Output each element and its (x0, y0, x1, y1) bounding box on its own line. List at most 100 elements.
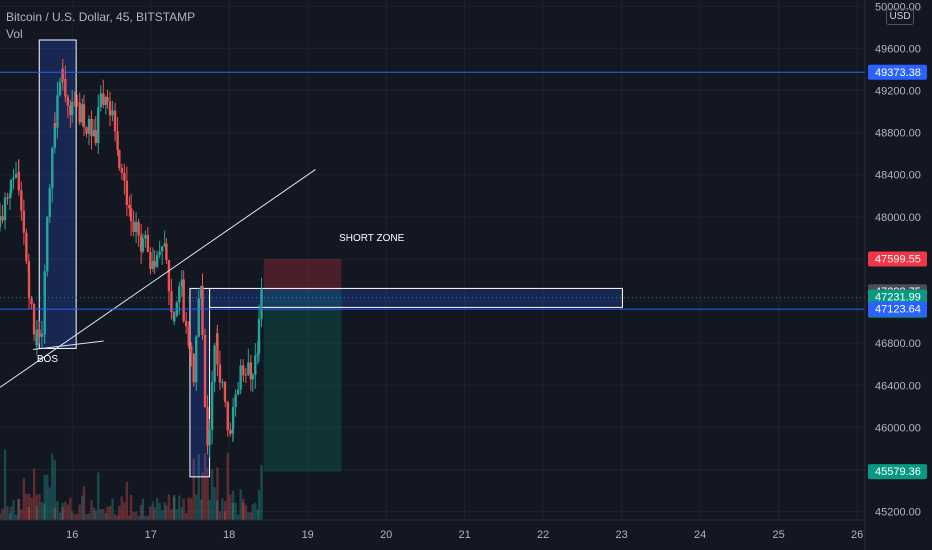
volume-bar (81, 495, 84, 520)
candle-body (8, 193, 12, 198)
candle-body (20, 190, 23, 211)
volume-bar (256, 509, 259, 520)
time-tick-label: 25 (773, 529, 785, 541)
horizontal-lines (0, 71, 865, 310)
time-tick-label: 19 (302, 529, 314, 541)
volume-bar (144, 515, 147, 520)
candle-body (9, 179, 13, 194)
drawing-zones (38, 39, 623, 478)
candle-body (0, 216, 2, 228)
candle-body (197, 298, 200, 337)
candle-body (25, 232, 28, 262)
candle-body (208, 429, 211, 446)
candle-body (137, 222, 140, 236)
volume-bar (231, 502, 235, 520)
bos-line (32, 340, 104, 350)
candle-body (129, 208, 133, 222)
candle-body (242, 368, 245, 375)
candle-body (163, 243, 166, 247)
volume-bar (249, 512, 253, 520)
volume-bar (172, 496, 176, 520)
candle-body (120, 167, 124, 173)
take-profit-zone (263, 290, 342, 472)
candle-body (82, 104, 86, 128)
price-tag-label: 45579.36 (875, 466, 921, 478)
candle-body (144, 234, 147, 239)
volume-bar (134, 511, 138, 520)
candle-body (210, 382, 214, 430)
volume-bar (141, 498, 145, 520)
candle-body (85, 127, 88, 134)
candle-body (76, 102, 79, 104)
currency-button[interactable]: USD (886, 8, 914, 25)
price-tick-label: 48000.00 (875, 212, 921, 224)
candle-body (17, 172, 21, 191)
candle-body (116, 131, 119, 151)
time-tick-label: 23 (616, 529, 628, 541)
volume-bar (155, 497, 159, 520)
volume-bar (221, 498, 224, 520)
candle-body (87, 118, 91, 134)
volume-bar (56, 501, 59, 520)
price-tick-label: 46800.00 (875, 338, 921, 350)
volume-bar (53, 507, 57, 520)
candle-body (14, 174, 18, 178)
volume-bar (69, 497, 72, 520)
candle-body (35, 329, 39, 346)
price-tag-label: 49373.38 (875, 67, 921, 79)
candle-body (102, 93, 105, 105)
candle-body (247, 362, 250, 375)
time-tick-label: 20 (380, 529, 392, 541)
chart-grid (0, 0, 865, 520)
volume-bar (99, 509, 102, 520)
volume-indicator-label[interactable]: Vol (6, 27, 23, 41)
candle-body (113, 110, 117, 132)
candle-body (64, 78, 67, 97)
candle-body (249, 362, 253, 380)
volume-bar (223, 511, 227, 520)
candle-body (66, 96, 70, 106)
volume-bar (151, 501, 155, 520)
candle-body (158, 251, 161, 256)
volume-bar (203, 453, 207, 520)
drawings (0, 169, 316, 388)
volume-bar (85, 514, 88, 520)
volume-bar (260, 465, 263, 520)
volume-bar (87, 513, 91, 520)
candle-body (221, 382, 224, 384)
candle-body (53, 123, 57, 128)
volume-bar (163, 502, 166, 520)
volume-bar (61, 502, 64, 520)
candle-body (224, 400, 227, 403)
volume-bar (111, 498, 114, 520)
volume-bar (76, 513, 79, 520)
volume-bar (6, 506, 9, 520)
candle-body (106, 96, 109, 102)
candle-body (167, 260, 171, 292)
candle-body (46, 217, 49, 272)
volume-bar (190, 498, 193, 520)
volume-bar (71, 511, 74, 520)
time-tick-label: 24 (694, 529, 706, 541)
volume-bar (128, 515, 131, 520)
time-axis: 16 17 18 19 20 21 22 23 24 25 26 (0, 519, 865, 541)
candle-body (260, 288, 263, 319)
volume-bar (231, 490, 235, 520)
price-tick-label: 49200.00 (875, 86, 921, 98)
candle-body (32, 303, 36, 335)
volume-bar (53, 460, 56, 520)
volume-bar (8, 513, 12, 520)
candle-body (1, 216, 4, 221)
candle-body (257, 318, 261, 354)
symbol-title[interactable]: Bitcoin / U.S. Dollar, 45, BITSTAMP (6, 10, 196, 24)
candle-body (192, 353, 195, 383)
candle-body (187, 326, 190, 346)
candle-body (149, 252, 152, 269)
volume-bar (43, 503, 46, 520)
volume-bar (106, 506, 109, 520)
volume-bar (61, 507, 64, 520)
volume-bar (244, 505, 248, 520)
candle-body (151, 261, 155, 269)
price-tag (868, 64, 927, 80)
